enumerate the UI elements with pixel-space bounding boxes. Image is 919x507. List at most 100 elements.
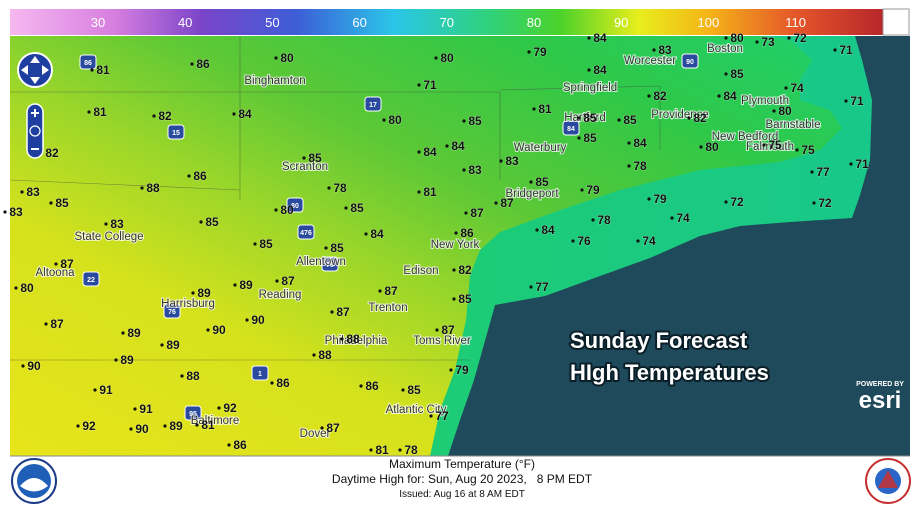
station-dot bbox=[499, 159, 503, 163]
globe[interactable] bbox=[29, 125, 41, 137]
station-dot bbox=[199, 220, 203, 224]
footer-line-1: Maximum Temperature (°F) bbox=[389, 457, 535, 471]
temperature-label: 87 bbox=[60, 257, 74, 271]
station-dot bbox=[3, 210, 7, 214]
highway-number: 17 bbox=[369, 102, 377, 109]
highway-number: 80 bbox=[291, 203, 299, 210]
highway-number: 90 bbox=[686, 59, 694, 66]
station-dot bbox=[844, 99, 848, 103]
temperature-label: 86 bbox=[193, 169, 207, 183]
temperature-label: 84 bbox=[423, 145, 437, 159]
station-dot bbox=[330, 310, 334, 314]
station-dot bbox=[21, 364, 25, 368]
temperature-label: 89 bbox=[197, 286, 211, 300]
zoom-control bbox=[26, 103, 44, 159]
city-label: Barnstable bbox=[766, 119, 821, 131]
temperature-label: 72 bbox=[818, 196, 832, 210]
station-dot bbox=[129, 427, 133, 431]
temperature-label: 87 bbox=[441, 323, 455, 337]
city-label: State College bbox=[74, 231, 143, 243]
scale-labels: 30 40 50 60 70 80 90 100 110 bbox=[91, 15, 806, 30]
temperature-label: 83 bbox=[505, 154, 519, 168]
station-dot bbox=[724, 72, 728, 76]
city-label: Reading bbox=[259, 289, 302, 301]
station-dot bbox=[532, 107, 536, 111]
city-label: Bridgeport bbox=[505, 188, 559, 200]
station-dot bbox=[449, 368, 453, 372]
station-dot bbox=[784, 86, 788, 90]
highway-number: 95 bbox=[189, 411, 197, 418]
station-dot bbox=[699, 145, 703, 149]
highway-number: 22 bbox=[87, 277, 95, 284]
station-dot bbox=[190, 62, 194, 66]
temperature-label: 84 bbox=[593, 63, 607, 77]
station-dot bbox=[833, 48, 837, 52]
temperature-label: 91 bbox=[139, 402, 153, 416]
temperature-label: 86 bbox=[460, 226, 474, 240]
temperature-label: 71 bbox=[855, 157, 869, 171]
highway-shield bbox=[79, 54, 97, 70]
map: 86 15 17 80 476 22 78 76 1 95 84 90 Binghamton Sprin… bbox=[3, 31, 910, 458]
city-label: Dover bbox=[300, 428, 331, 440]
color-scale bbox=[10, 9, 883, 35]
station-dot bbox=[49, 201, 53, 205]
station-dot bbox=[90, 68, 94, 72]
highway-shield bbox=[562, 120, 580, 136]
station-dot bbox=[452, 297, 456, 301]
station-dot bbox=[812, 201, 816, 205]
pan-control[interactable] bbox=[17, 52, 53, 88]
city-label: Altoona bbox=[35, 267, 75, 279]
station-dot bbox=[724, 200, 728, 204]
station-dot bbox=[462, 119, 466, 123]
temperature-label: 75 bbox=[801, 143, 815, 157]
highway-number: 78 bbox=[326, 262, 334, 269]
station-dot bbox=[20, 190, 24, 194]
temperature-label: 88 bbox=[146, 181, 160, 195]
station-dot bbox=[577, 116, 581, 120]
temperature-label: 88 bbox=[318, 348, 332, 362]
city-label: Trenton bbox=[368, 302, 407, 314]
highway-number: 86 bbox=[84, 60, 92, 67]
station-dot bbox=[435, 328, 439, 332]
station-dot bbox=[87, 110, 91, 114]
highway-shield bbox=[163, 303, 181, 319]
temperature-label: 90 bbox=[27, 359, 41, 373]
state-borders bbox=[9, 36, 661, 361]
station-dot bbox=[587, 36, 591, 40]
station-dot bbox=[724, 36, 728, 40]
temperature-label: 82 bbox=[653, 89, 667, 103]
station-dot bbox=[227, 443, 231, 447]
temperature-label: 85 bbox=[583, 111, 597, 125]
station-dot bbox=[312, 353, 316, 357]
scale-label: 40 bbox=[178, 15, 192, 30]
station-dot bbox=[160, 343, 164, 347]
scale-label: 60 bbox=[352, 15, 366, 30]
city-label: Falmouth bbox=[746, 141, 794, 153]
station-dot bbox=[187, 174, 191, 178]
temperature-label: 80 bbox=[730, 31, 744, 45]
temperature-label: 85 bbox=[330, 241, 344, 255]
station-dot bbox=[464, 211, 468, 215]
station-dot bbox=[417, 83, 421, 87]
zoom-in[interactable] bbox=[31, 109, 39, 117]
station-dot bbox=[417, 190, 421, 194]
city-label: Boston bbox=[707, 43, 743, 55]
city-label: Worcester bbox=[624, 55, 676, 67]
station-dot bbox=[687, 116, 691, 120]
station-dot bbox=[849, 162, 853, 166]
temperature-label: 85 bbox=[205, 215, 219, 229]
station-dot bbox=[253, 242, 257, 246]
station-dot bbox=[527, 50, 531, 54]
temperature-label: 87 bbox=[50, 317, 64, 331]
temperature-label: 86 bbox=[276, 376, 290, 390]
temperature-label: 74 bbox=[642, 234, 656, 248]
station-dot bbox=[104, 222, 108, 226]
temperature-label: 91 bbox=[99, 383, 113, 397]
city-label: Atlantic City bbox=[386, 404, 447, 416]
temperature-label: 73 bbox=[761, 35, 775, 49]
station-dot bbox=[302, 156, 306, 160]
city-label: Providence bbox=[651, 109, 709, 121]
station-dot bbox=[121, 331, 125, 335]
station-dot bbox=[529, 180, 533, 184]
temperature-label: 80 bbox=[705, 140, 719, 154]
